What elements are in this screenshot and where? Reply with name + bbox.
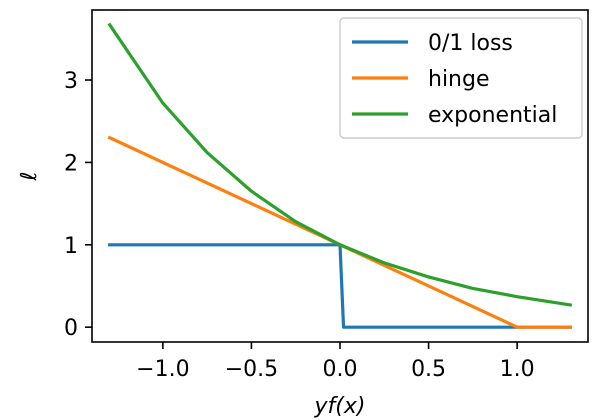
- legend-box: [339, 17, 583, 139]
- y-axis-label: ℓ: [17, 171, 42, 181]
- series-lines: [107, 22, 573, 329]
- y-tick-label: 2: [64, 151, 78, 176]
- series-line-1: [107, 135, 572, 329]
- legend-entry-label: hinge: [428, 67, 490, 92]
- y-tick-label: 1: [64, 234, 78, 259]
- y-axis-ticks: 0 1 2 3: [64, 69, 92, 341]
- x-tick-label: −0.5: [225, 357, 278, 382]
- series-line-0: [108, 243, 572, 329]
- series-line-2: [107, 22, 573, 307]
- legend: 0/1 loss hinge exponential: [339, 17, 583, 139]
- legend-entry-label: exponential: [428, 103, 557, 128]
- y-tick-label: 3: [64, 69, 78, 94]
- x-tick-label: 1.0: [500, 357, 535, 382]
- x-axis-ticks: −1.0 −0.5 0.0 0.5 1.0: [136, 342, 535, 382]
- legend-entry-label: 0/1 loss: [428, 31, 513, 56]
- y-tick-label: 0: [64, 316, 78, 341]
- x-tick-label: 0.5: [411, 357, 446, 382]
- x-tick-label: −1.0: [136, 357, 189, 382]
- x-axis-label: yf(x): [314, 394, 366, 419]
- x-tick-label: 0.0: [323, 357, 358, 382]
